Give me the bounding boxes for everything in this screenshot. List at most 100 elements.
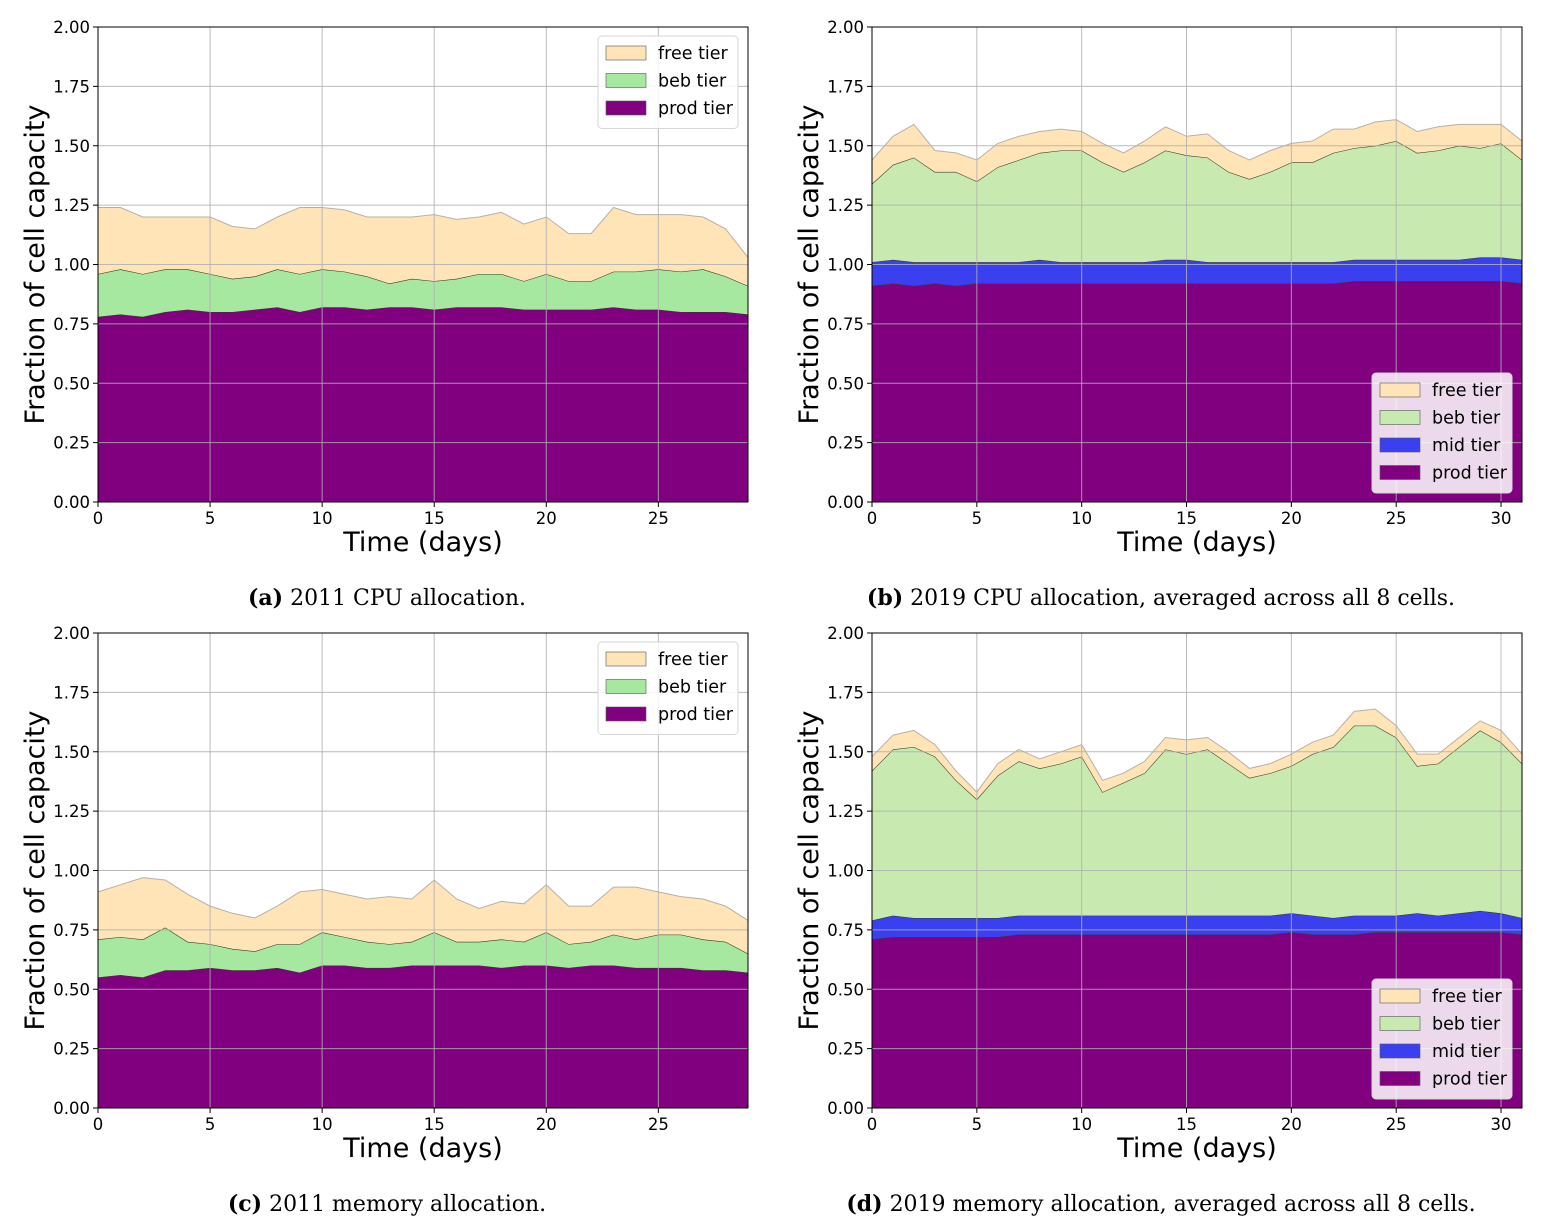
ytick-label-b-3: 0.75 [827,315,864,334]
chart-d-svg: 0.00 0.25 0.50 0.75 1.00 1.25 1.50 1.75 2.00 0 5 10… [794,624,1523,1164]
chart-a-svg: 0.00 0.25 0.50 0.75 1.00 1.25 1.50 1.75 2.00 0 5 10… [20,18,749,558]
xtick-label-d-1: 5 [972,1115,983,1134]
caption-c-text: 2011 memory allocation. [269,1192,547,1217]
ytick-label-c-8: 2.00 [53,624,90,643]
area-free-tier-c [98,877,748,954]
legend-swatch-beb-tier-b [1379,410,1421,425]
xtick-label-b-1: 5 [972,509,983,528]
legend-swatch-beb-tier-a [605,73,647,88]
ytick-label-d-7: 1.75 [827,683,864,702]
ytick-label-b-4: 1.00 [827,256,864,275]
legend-box-b [1371,372,1513,494]
legend-c: free tier beb tier prod tier [597,641,739,735]
legend-swatch-prod-tier-c [605,706,647,722]
chart-panel-c: 0.00 0.25 0.50 0.75 1.00 1.25 1.50 1.75 2.00 0 5 10… [0,606,774,1176]
ytick-label-c-4: 1.00 [53,862,90,881]
ytick-label-d-2: 0.50 [827,980,864,999]
ytick-label-a-1: 0.25 [53,434,90,453]
legend-swatch-prod-tier-b [1379,465,1421,480]
legend-label-prod-tier-a: prod tier [658,99,734,119]
chart-panel-d: 0.00 0.25 0.50 0.75 1.00 1.25 1.50 1.75 2.00 0 5 10… [774,606,1548,1176]
ytick-label-a-5: 1.25 [53,196,90,215]
area-beb-tier-c [98,927,748,978]
ytick-label-a-3: 0.75 [53,315,90,334]
ytick-label-d-8: 2.00 [827,624,864,643]
y-axis-label-a: Fraction of cell capacity [20,104,51,424]
xtick-label-b-0: 0 [867,509,878,528]
ytick-label-c-5: 1.25 [53,802,90,821]
ytick-label-a-7: 1.75 [53,77,90,96]
xtick-label-b-5: 25 [1386,509,1407,528]
ytick-label-c-2: 0.50 [53,980,90,999]
ytick-label-b-6: 1.50 [827,137,864,156]
ytick-label-b-8: 2.00 [827,18,864,37]
ytick-label-c-6: 1.50 [53,743,90,762]
chart-c-svg: 0.00 0.25 0.50 0.75 1.00 1.25 1.50 1.75 2.00 0 5 10… [20,624,749,1164]
xtick-label-a-5: 25 [648,509,669,528]
line-beb-tier-a [97,268,749,287]
legend-label-beb-tier-b: beb tier [1432,409,1501,429]
xtick-label-c-3: 15 [424,1115,445,1134]
ytick-label-b-1: 0.25 [827,434,864,453]
y-axis-label-b: Fraction of cell capacity [794,104,825,424]
ytick-label-d-1: 0.25 [827,1040,864,1059]
ytick-label-d-3: 0.75 [827,921,864,940]
xtick-label-b-6: 30 [1491,509,1512,528]
line-free-tier-a [98,206,749,258]
chart-b-svg: 0.00 0.25 0.50 0.75 1.00 1.25 1.50 1.75 2.00 0 5 10… [794,18,1523,558]
xtick-label-c-5: 25 [648,1115,669,1134]
ytick-label-c-0: 0.00 [53,1099,90,1118]
ytick-label-a-6: 1.50 [53,137,90,156]
legend-label-prod-tier-d: prod tier [1432,1070,1508,1090]
legend-label-beb-tier-a: beb tier [658,72,727,92]
legend-swatch-free-tier-a [605,45,647,61]
legend-swatch-free-tier-c [605,651,647,667]
ytick-label-b-5: 1.25 [827,196,864,215]
legend-label-beb-tier-d: beb tier [1432,1015,1501,1035]
xtick-label-b-3: 15 [1176,509,1197,528]
area-prod-tier-b [872,281,1522,502]
xtick-label-a-3: 15 [424,509,445,528]
caption-d: (d) 2019 memory allocation, averaged acr… [774,1191,1548,1217]
legend-b: free tier beb tier mid tier prod tier [1371,372,1513,494]
legend-swatch-prod-tier-d [1379,1071,1421,1086]
area-free-tier-a [98,207,748,286]
xtick-label-a-1: 5 [205,509,216,528]
area-mid-tier-d [872,910,1522,940]
legend-swatch-beb-tier-c [605,679,647,694]
caption-d-tag: (d) [846,1191,883,1217]
legend-label-free-tier-b: free tier [1432,381,1503,401]
legend-a: free tier beb tier prod tier [597,35,739,129]
ytick-label-d-6: 1.50 [827,743,864,762]
chart-panel-a: 0.00 0.25 0.50 0.75 1.00 1.25 1.50 1.75 2.00 0 5 10… [0,0,774,570]
legend-label-free-tier-c: free tier [658,650,729,670]
xtick-label-d-2: 10 [1071,1115,1092,1134]
y-axis-label-d: Fraction of cell capacity [794,710,825,1030]
ytick-label-c-7: 1.75 [53,683,90,702]
ytick-label-d-5: 1.25 [827,802,864,821]
xtick-label-c-1: 5 [205,1115,216,1134]
xtick-label-c-2: 10 [312,1115,333,1134]
y-axis-label-c: Fraction of cell capacity [20,710,51,1030]
area-prod-tier-d [872,932,1522,1108]
caption-b: (b) 2019 CPU allocation, averaged across… [774,585,1548,611]
caption-b-tag: (b) [866,585,904,611]
legend-label-prod-tier-c: prod tier [658,705,734,725]
area-beb-tier-b [872,141,1522,263]
legend-label-beb-tier-c: beb tier [658,678,727,698]
caption-a-tag: (a) [248,585,284,611]
legend-label-mid-tier-b: mid tier [1432,436,1501,456]
ytick-label-d-4: 1.00 [827,862,864,881]
legend-swatch-free-tier-b [1379,382,1421,398]
legend-label-free-tier-d: free tier [1432,987,1503,1007]
xtick-label-b-4: 20 [1281,509,1302,528]
legend-label-free-tier-a: free tier [658,44,729,64]
ytick-label-b-7: 1.75 [827,77,864,96]
caption-c: (c) 2011 memory allocation. [0,1191,774,1217]
caption-c-tag: (c) [227,1191,263,1217]
area-free-tier-b [872,119,1522,184]
x-axis-label-b: Time (days) [1116,527,1276,558]
ytick-label-a-8: 2.00 [53,18,90,37]
line-free-tier-c [97,877,749,921]
xtick-label-a-4: 20 [536,509,557,528]
